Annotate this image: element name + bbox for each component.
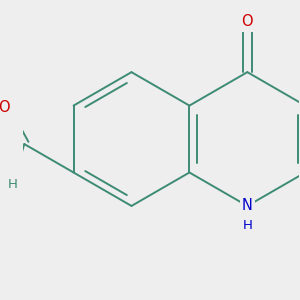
- Text: H: H: [7, 178, 17, 191]
- Text: N: N: [242, 198, 253, 213]
- Text: O: O: [0, 100, 10, 115]
- Text: H: H: [242, 219, 252, 232]
- Text: O: O: [242, 14, 253, 29]
